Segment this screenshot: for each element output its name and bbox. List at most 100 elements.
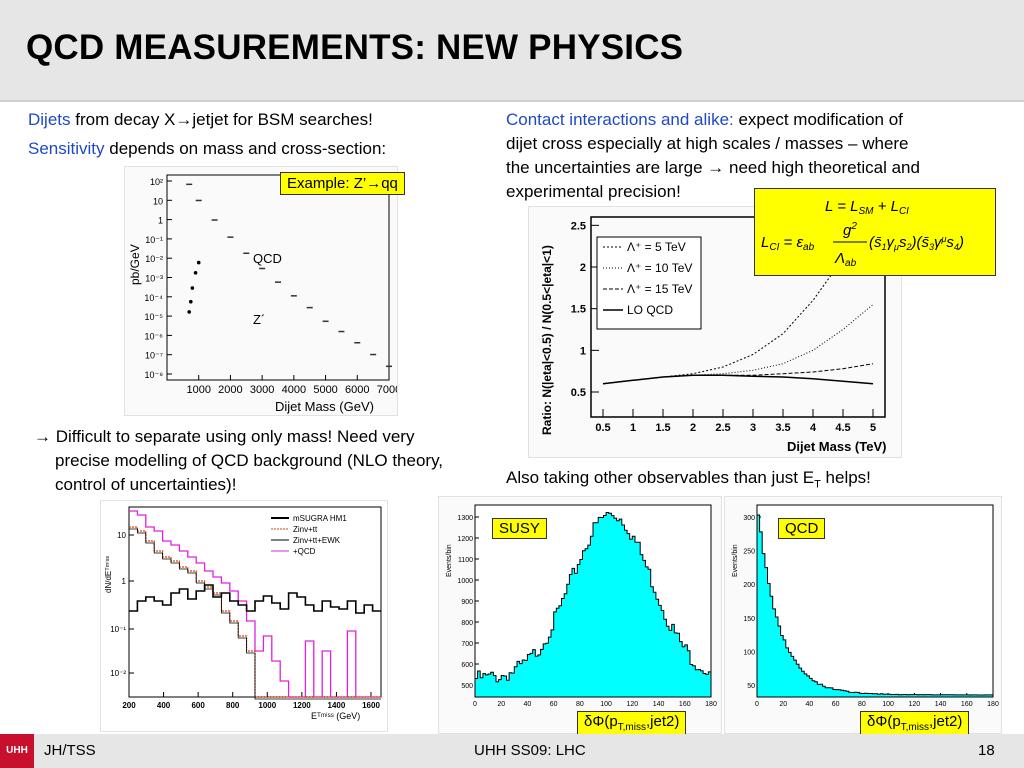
- met-legend-label: mSUGRA HM1: [293, 514, 347, 523]
- ratio-xtick-label: 4.5: [835, 422, 850, 434]
- ratio-xticks: 0.5 1 1.5 2 2.5 3 3.5 4 4.5 5: [595, 409, 876, 434]
- ratio-legend-items: Λ⁺ = 5 TeV Λ⁺ = 10 TeV Λ⁺ = 15 TeV LO QCD: [603, 240, 692, 317]
- met-xticks: 200 400 600 800 1000 1200 1400 1600: [122, 692, 380, 710]
- formula-numerator: g2: [843, 221, 857, 239]
- qcd-label: QCD: [778, 518, 826, 539]
- ratio-xtick-label: 2: [690, 422, 696, 434]
- mass-xtick-label: 1000: [186, 384, 210, 396]
- susy-caption-sub: T,miss: [617, 722, 646, 733]
- ratio-xtick-label: 1: [630, 422, 636, 434]
- mass-xticks: 1000 2000 3000 4000 5000 6000 7000: [186, 375, 401, 396]
- met-ytick-label: 10⁻¹: [110, 625, 126, 634]
- susy-caption: δΦ(pT,miss,jet2): [577, 711, 687, 735]
- footer-center: UHH SS09: LHC: [474, 742, 586, 759]
- zprime-label: Z´: [253, 312, 265, 327]
- met-xtick-label: 1200: [293, 701, 311, 710]
- ratio-ytick-label: 0.5: [571, 387, 586, 399]
- qcd-caption-sub: T,miss: [900, 722, 929, 733]
- met-xtick-label: 400: [157, 701, 171, 710]
- met-histograms: [129, 510, 381, 700]
- hist-xtick-label: 40: [524, 701, 532, 708]
- hist-xtick-label: 180: [987, 701, 999, 708]
- ratio-xtick-label: 2.5: [715, 422, 730, 434]
- ratio-ytick-label: 1.5: [571, 304, 586, 316]
- met-histogram-line: [129, 528, 381, 700]
- met-legend-label: Zinv+tt: [293, 525, 318, 534]
- met-xlabel: Eᵀᵐⁱˢˢ (GeV): [311, 711, 360, 721]
- formula-line-2: LCI = εab: [761, 234, 815, 253]
- dijets-highlight: Dijets: [28, 110, 71, 129]
- mass-xtick-label: 2000: [218, 384, 242, 396]
- hist-ytick-label: 500: [461, 683, 473, 690]
- ratio-xtick-label: 3.5: [775, 422, 790, 434]
- sensitivity-text: depends on mass and cross-section:: [104, 139, 387, 158]
- hist-xtick-label: 0: [473, 701, 477, 708]
- met-xtick-label: 1600: [362, 701, 380, 710]
- ratio-legend-label: LO QCD: [627, 303, 673, 317]
- hist-xtick-label: 180: [705, 701, 717, 708]
- hist-ytick-label: 700: [461, 641, 473, 648]
- susy-caption-text: δΦ(p: [584, 713, 618, 730]
- hist-xtick-label: 160: [961, 701, 973, 708]
- hist-ytick-label: 1000: [457, 578, 473, 585]
- ratio-xtick-label: 1.5: [655, 422, 670, 434]
- met-plot: dN/dEᵀᵐⁱˢˢ 10 1 10⁻¹ 10⁻² 200 400 600 800 1000 1…: [100, 500, 388, 732]
- hist-ytick-label: 100: [743, 649, 755, 656]
- uhh-logo: UHH: [0, 734, 34, 768]
- formula-box: L = LSM + LCI LCI = εab g2 Λab (s̄1γμs2)…: [754, 188, 996, 276]
- qcd-histogram: [756, 514, 994, 698]
- hist-xtick-label: 60: [550, 701, 558, 708]
- mass-ytick-label: 10⁻⁶: [145, 331, 164, 341]
- met-ytick-label: 10⁻²: [110, 669, 126, 678]
- hist-ytick-label: 50: [747, 683, 755, 690]
- bullet-line-2: precise modelling of QCD background (NLO…: [55, 451, 444, 470]
- met-ylabel: dN/dEᵀᵐⁱˢˢ: [104, 556, 113, 593]
- mass-ytick-label: 10⁻²: [145, 254, 163, 264]
- zprime-series: [187, 260, 201, 314]
- hist-xtick-label: 60: [832, 701, 840, 708]
- also-post: helps!: [820, 468, 871, 487]
- hist-ytick-label: 800: [461, 620, 473, 627]
- ratio-legend: [596, 236, 702, 330]
- susy-svg: Events/bin 13001200110010009008007006005…: [446, 504, 717, 708]
- sensitivity-line: Sensitivity depends on mass and cross-se…: [28, 137, 386, 161]
- mass-ylabel: pb/GeV: [128, 244, 142, 285]
- met-xtick-label: 800: [226, 701, 240, 710]
- contact-line-2: dijet cross especially at high scales / …: [506, 134, 909, 153]
- hist-xtick-label: 160: [679, 701, 691, 708]
- hist-ytick-label: 1100: [458, 557, 473, 564]
- dijets-line: Dijets from decay X→jetjet for BSM searc…: [28, 108, 373, 132]
- zprime-point: [193, 271, 198, 275]
- qcd-series: [186, 183, 392, 368]
- mass-ytick-label: 10⁻⁵: [145, 312, 164, 322]
- met-ytick-label: 10: [117, 531, 126, 540]
- ratio-curve: [602, 374, 874, 385]
- met-legend-label: +QCD: [293, 547, 316, 556]
- contact-line-4: experimental precision!: [506, 182, 681, 201]
- also-sub: T: [814, 478, 821, 491]
- ratio-legend-label: Λ⁺ = 15 TeV: [627, 282, 692, 296]
- hist-xtick-label: 0: [755, 701, 759, 708]
- hist-ytick-label: 900: [461, 599, 473, 606]
- ratio-svg: Ratio: N(|eta|<0.5) / N(0.5<|eta|<1) 2.5…: [540, 216, 886, 454]
- hist-xtick-label: 20: [497, 701, 505, 708]
- mass-xtick-label: 7000: [377, 384, 397, 396]
- formula-currents: (s̄1γμs2)(s̄3γμs4): [869, 234, 964, 252]
- hist-xtick-label: 100: [882, 701, 894, 708]
- formula-denominator: Λab: [834, 250, 857, 269]
- example-box: Example: Z’→qq: [280, 172, 405, 195]
- qcd-ylabel: Events/bin: [732, 544, 739, 577]
- zprime-point: [190, 286, 195, 290]
- zprime-point: [187, 310, 191, 314]
- footer-left: JH/TSS: [44, 742, 96, 759]
- hist-xtick-label: 20: [779, 701, 787, 708]
- contact-line-3: the uncertainties are large → need high …: [506, 158, 920, 177]
- mass-plot-frame: [166, 174, 390, 381]
- ratio-legend-label: Λ⁺ = 10 TeV: [627, 261, 692, 275]
- hist-xtick-label: 140: [653, 701, 665, 708]
- dijet-mass-plot: pb/GeV 10² 10 1 10⁻¹ 10⁻² 10⁻³ 10⁻⁴ 10⁻⁵ 10⁻⁶ 10⁻…: [124, 166, 401, 416]
- also-line: Also taking other observables than just …: [506, 466, 871, 496]
- slide-title: QCD MEASUREMENTS: NEW PHYSICS: [26, 28, 684, 67]
- hist-ytick-label: 600: [461, 662, 473, 669]
- formula-line-1: L = LSM + LCI: [825, 198, 909, 217]
